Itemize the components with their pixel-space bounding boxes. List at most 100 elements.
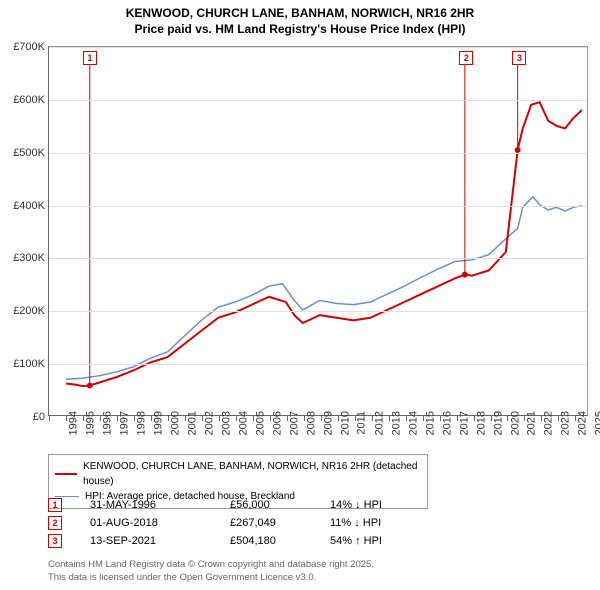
x-tick: [338, 415, 339, 421]
x-tick-label: 2000: [169, 411, 181, 435]
x-tick: [49, 415, 50, 421]
x-tick-label: 2015: [424, 411, 436, 435]
chart-title: KENWOOD, CHURCH LANE, BANHAM, NORWICH, N…: [0, 0, 600, 37]
gridline-h: [49, 100, 587, 101]
gridline-h: [49, 258, 587, 259]
gridline-h: [49, 206, 587, 207]
chart-container: KENWOOD, CHURCH LANE, BANHAM, NORWICH, N…: [0, 0, 600, 590]
sales-row: 131-MAY-1996£56,00014% ↓ HPI: [48, 496, 420, 514]
y-tick-label: £100K: [1, 358, 45, 370]
legend-row: KENWOOD, CHURCH LANE, BANHAM, NORWICH, N…: [55, 459, 421, 489]
x-tick: [287, 415, 288, 421]
sales-price: £504,180: [230, 535, 330, 547]
series-line-property: [66, 102, 582, 386]
gridline-h: [49, 311, 587, 312]
x-tick-label: 2007: [288, 411, 300, 435]
x-tick-label: 2011: [355, 411, 367, 435]
x-tick-label: 2002: [203, 411, 215, 435]
x-tick: [474, 415, 475, 421]
sales-pct: 54% ↑ HPI: [330, 535, 420, 547]
x-tick-label: 2014: [407, 411, 419, 435]
x-tick: [236, 415, 237, 421]
x-tick: [134, 415, 135, 421]
gridline-h: [49, 153, 587, 154]
sale-marker-dot: [87, 383, 93, 389]
x-tick-label: 2013: [390, 411, 402, 435]
y-tick-label: £400K: [1, 200, 45, 212]
sales-row: 3 13-SEP-2021£504,18054% ↑ HPI: [48, 532, 420, 550]
x-tick-label: 2018: [475, 411, 487, 435]
x-tick: [575, 415, 576, 421]
plot-area: £0£100K£200K£300K£400K£500K£600K£700K199…: [48, 46, 588, 416]
x-tick: [558, 415, 559, 421]
x-tick-label: 2024: [577, 411, 589, 435]
series-line-hpi: [66, 197, 582, 380]
x-tick: [321, 415, 322, 421]
x-tick-label: 2021: [526, 411, 538, 435]
y-tick-label: £300K: [1, 252, 45, 264]
footer-note: Contains HM Land Registry data © Crown c…: [48, 559, 374, 584]
gridline-h: [49, 47, 587, 48]
x-tick: [185, 415, 186, 421]
footer-line2: This data is licensed under the Open Gov…: [48, 572, 374, 584]
x-tick-label: 1996: [101, 411, 113, 435]
x-tick: [423, 415, 424, 421]
gridline-h: [49, 364, 587, 365]
sales-num-box: 3: [48, 534, 62, 548]
sale-marker-box: 2: [459, 51, 473, 65]
x-tick-label: 2003: [220, 411, 232, 435]
sales-date: 13-SEP-2021: [90, 535, 230, 547]
y-tick-label: £500K: [1, 147, 45, 159]
x-tick: [507, 415, 508, 421]
x-tick: [524, 415, 525, 421]
x-tick-label: 2005: [254, 411, 266, 435]
sales-num-box: 2: [48, 516, 62, 530]
x-tick: [117, 415, 118, 421]
x-tick-label: 1995: [84, 411, 96, 435]
sales-table: 131-MAY-1996£56,00014% ↓ HPI 2 01-AUG-2018…: [48, 496, 420, 550]
sales-pct: 14% ↓ HPI: [330, 499, 420, 511]
x-tick: [219, 415, 220, 421]
x-tick-label: 1999: [152, 411, 164, 435]
y-tick-label: £600K: [1, 94, 45, 106]
x-tick: [83, 415, 84, 421]
y-tick-label: £700K: [1, 41, 45, 53]
x-tick-label: 2001: [186, 411, 198, 435]
x-tick: [406, 415, 407, 421]
x-tick: [541, 415, 542, 421]
x-tick-label: 1994: [67, 411, 79, 435]
sales-date: 31-MAY-1996: [90, 499, 230, 511]
x-tick: [253, 415, 254, 421]
x-tick: [389, 415, 390, 421]
sale-marker-dot: [462, 272, 468, 278]
x-tick-label: 2020: [509, 411, 521, 435]
x-tick-label: 2023: [560, 411, 572, 435]
x-tick-label: 2019: [492, 411, 504, 435]
title-line2: Price paid vs. HM Land Registry's House …: [0, 22, 600, 38]
x-tick-label: 2017: [458, 411, 470, 435]
x-tick-label: 2012: [373, 411, 385, 435]
sales-row: 2 01-AUG-2018£267,04911% ↓ HPI: [48, 514, 420, 532]
legend-label: KENWOOD, CHURCH LANE, BANHAM, NORWICH, N…: [83, 459, 421, 489]
footer-line1: Contains HM Land Registry data © Crown c…: [48, 559, 374, 571]
x-tick: [151, 415, 152, 421]
x-tick: [100, 415, 101, 421]
line-layer: [49, 47, 587, 415]
x-tick: [491, 415, 492, 421]
title-line1: KENWOOD, CHURCH LANE, BANHAM, NORWICH, N…: [0, 6, 600, 22]
x-tick-label: 1997: [118, 411, 130, 435]
x-tick-label: 2016: [441, 411, 453, 435]
x-tick: [457, 415, 458, 421]
sales-price: £56,000: [230, 499, 330, 511]
sale-marker-box: 1: [83, 51, 97, 65]
sales-date: 01-AUG-2018: [90, 517, 230, 529]
sales-price: £267,049: [230, 517, 330, 529]
y-tick-label: £0: [1, 411, 45, 423]
legend-swatch: [55, 473, 77, 475]
sale-marker-box: 3: [512, 51, 526, 65]
sales-pct: 11% ↓ HPI: [330, 517, 420, 529]
y-tick-label: £200K: [1, 305, 45, 317]
x-tick-label: 2025: [594, 411, 600, 435]
x-tick-label: 2010: [339, 411, 351, 435]
x-tick: [304, 415, 305, 421]
